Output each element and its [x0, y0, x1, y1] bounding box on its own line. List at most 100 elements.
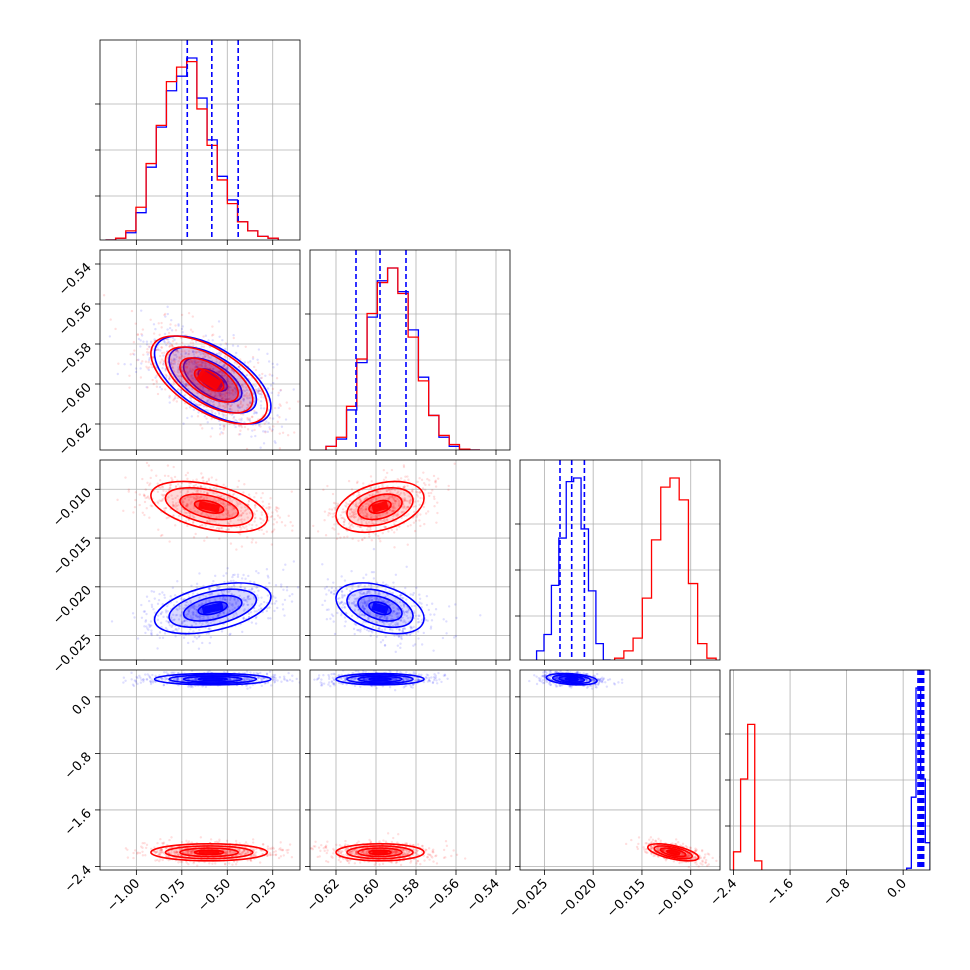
- x-tick-label: −0.75: [150, 876, 189, 915]
- y-tick-label: −2.4: [62, 863, 95, 896]
- x-tick-label: −0.020: [555, 876, 600, 921]
- x-tick-label: −0.62: [304, 876, 343, 915]
- grid: [100, 250, 300, 450]
- panel-content: [102, 294, 300, 450]
- y-tick-label: −0.020: [50, 583, 95, 628]
- panel-3-2: −0.025 −0.020 −0.015 −0.010: [507, 669, 721, 921]
- panel-2-0: −0.025−0.020−0.015−0.010: [50, 459, 301, 677]
- grid: [730, 670, 930, 870]
- x-tick-label: −2.4: [707, 876, 740, 909]
- density-core-series-0: [202, 678, 223, 681]
- grid: [520, 460, 720, 660]
- histogram-series-1: [732, 723, 763, 870]
- axes-frame: [99, 249, 301, 451]
- density-core-series-1: [371, 500, 389, 513]
- y-tick-label: −0.58: [56, 340, 95, 379]
- grid: [310, 250, 510, 450]
- grid: [100, 670, 300, 870]
- x-tick-label: −0.015: [604, 876, 649, 921]
- grid: [100, 40, 300, 240]
- panel-content: [310, 460, 482, 654]
- histogram-series-1: [613, 477, 717, 660]
- axes-frame: [519, 669, 721, 871]
- x-tick-label: −0.25: [241, 876, 280, 915]
- axes-frame: [519, 459, 721, 661]
- x-tick-label: −0.56: [424, 876, 463, 915]
- grid: [520, 670, 720, 870]
- panel-0-0: [95, 39, 301, 245]
- contour-series-1-level-0: [335, 843, 425, 862]
- axes-frame: [729, 669, 931, 871]
- y-tick-label: 0.0: [70, 693, 95, 718]
- density-core-series-1: [198, 850, 220, 854]
- scatter-series-0: [321, 547, 482, 654]
- panel-3-0: −1.00 −0.75 −0.50 −0.25 −2.4 −1.6 −0.8 0.0: [62, 669, 301, 915]
- contour-series-0-level-0: [153, 582, 272, 635]
- panel-2-2: [515, 459, 721, 665]
- axes-frame: [99, 669, 301, 871]
- panel-content: [535, 460, 717, 660]
- density-core-series-1: [198, 500, 221, 513]
- contour-series-0-level-0: [335, 672, 425, 686]
- axes-frame: [99, 459, 301, 661]
- y-tick-label: −0.56: [56, 300, 95, 339]
- axes-frame: [309, 669, 511, 871]
- x-tick-label: −0.54: [464, 876, 503, 915]
- density-core-series-1: [372, 850, 388, 854]
- contour-series-1-level-0: [150, 335, 269, 425]
- panel-content: [528, 670, 720, 869]
- panel-content: [310, 670, 467, 867]
- contour-series-0-level-0: [545, 672, 598, 686]
- contour-series-0-level-0: [153, 335, 272, 425]
- x-tick-label: −1.00: [104, 876, 143, 915]
- contour-series-1-level-0: [335, 480, 425, 533]
- panel-1-1: [305, 249, 511, 455]
- density-core-series-0: [371, 602, 389, 615]
- y-tick-label: −0.015: [50, 534, 95, 579]
- y-tick-label: −0.62: [56, 420, 95, 459]
- x-tick-label: −0.50: [195, 876, 234, 915]
- panel-3-3: −2.4 −1.6 −0.8 0.0: [707, 669, 931, 909]
- histogram-series-0: [325, 267, 480, 450]
- axes-frame: [309, 249, 511, 451]
- contour-series-1-level-0: [150, 843, 269, 862]
- density-core-series-1: [668, 850, 678, 855]
- contour-series-0-level-0: [153, 672, 272, 686]
- density-core-series-0: [372, 678, 388, 681]
- axes-frame: [99, 39, 301, 241]
- x-tick-label: −0.8: [821, 876, 854, 909]
- y-tick-label: −0.60: [56, 380, 95, 419]
- contour-series-0-level-0: [335, 582, 425, 635]
- panel-2-1: [305, 459, 511, 665]
- x-tick-label: −0.60: [344, 876, 383, 915]
- contour-series-1-level-0: [647, 843, 700, 862]
- grid: [310, 670, 510, 870]
- contour-series-1-level-0: [150, 480, 269, 533]
- x-tick-label: 0.0: [885, 876, 910, 901]
- x-tick-label: −0.025: [507, 876, 552, 921]
- y-tick-label: −0.8: [62, 750, 95, 783]
- histogram-series-0: [535, 477, 611, 660]
- panel-content: [110, 461, 300, 660]
- y-tick-label: −0.010: [50, 485, 95, 530]
- panel-3-1: −0.62 −0.60 −0.58 −0.56 −0.54: [304, 669, 511, 915]
- panel-content: [105, 40, 279, 240]
- panel-1-0: −0.62−0.60−0.58−0.56−0.54: [56, 249, 301, 459]
- x-tick-label: −0.010: [653, 876, 698, 921]
- histogram-series-1: [325, 267, 480, 450]
- histogram-series-1: [105, 60, 279, 240]
- panel-content: [122, 670, 300, 867]
- density-core-series-0: [567, 677, 577, 681]
- density-core-series-1: [196, 369, 222, 391]
- histogram-series-0: [105, 57, 279, 240]
- panel-content: [732, 670, 930, 870]
- x-tick-label: −0.58: [384, 876, 423, 915]
- panel-content: [325, 250, 480, 450]
- axes-frame: [309, 459, 511, 661]
- density-core-series-0: [201, 602, 224, 615]
- y-tick-label: −1.6: [62, 806, 95, 839]
- y-tick-label: −0.025: [50, 632, 95, 677]
- x-tick-label: −1.6: [764, 876, 797, 909]
- y-tick-label: −0.54: [56, 260, 95, 299]
